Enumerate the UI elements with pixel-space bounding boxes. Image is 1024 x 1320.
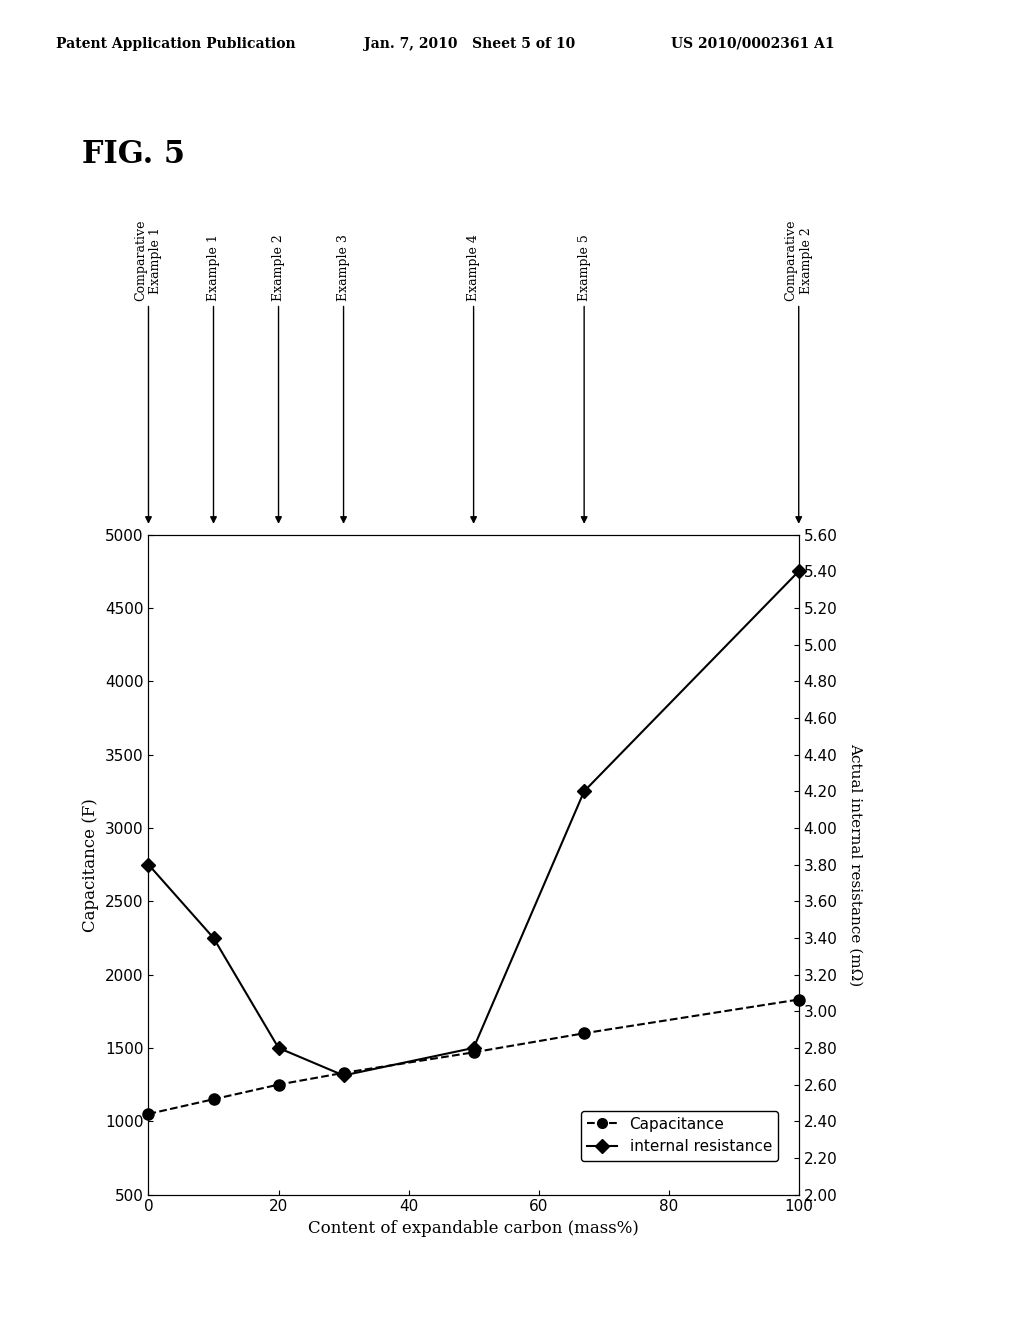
- Text: Comparative
Example 2: Comparative Example 2: [784, 219, 813, 301]
- Text: Example 2: Example 2: [272, 234, 285, 301]
- Text: Patent Application Publication: Patent Application Publication: [56, 37, 296, 51]
- X-axis label: Content of expandable carbon (mass%): Content of expandable carbon (mass%): [308, 1220, 639, 1237]
- Y-axis label: Capacitance (F): Capacitance (F): [83, 797, 99, 932]
- Text: Example 4: Example 4: [467, 234, 480, 301]
- Text: Example 5: Example 5: [578, 234, 591, 301]
- Text: US 2010/0002361 A1: US 2010/0002361 A1: [671, 37, 835, 51]
- Legend: Capacitance, internal resistance: Capacitance, internal resistance: [581, 1110, 778, 1160]
- Y-axis label: Actual internal resistance (mΩ): Actual internal resistance (mΩ): [849, 743, 862, 986]
- Text: Comparative
Example 1: Comparative Example 1: [134, 219, 163, 301]
- Text: FIG. 5: FIG. 5: [82, 139, 185, 169]
- Text: Example 1: Example 1: [207, 234, 220, 301]
- Text: Example 3: Example 3: [337, 234, 350, 301]
- Text: Jan. 7, 2010   Sheet 5 of 10: Jan. 7, 2010 Sheet 5 of 10: [364, 37, 574, 51]
